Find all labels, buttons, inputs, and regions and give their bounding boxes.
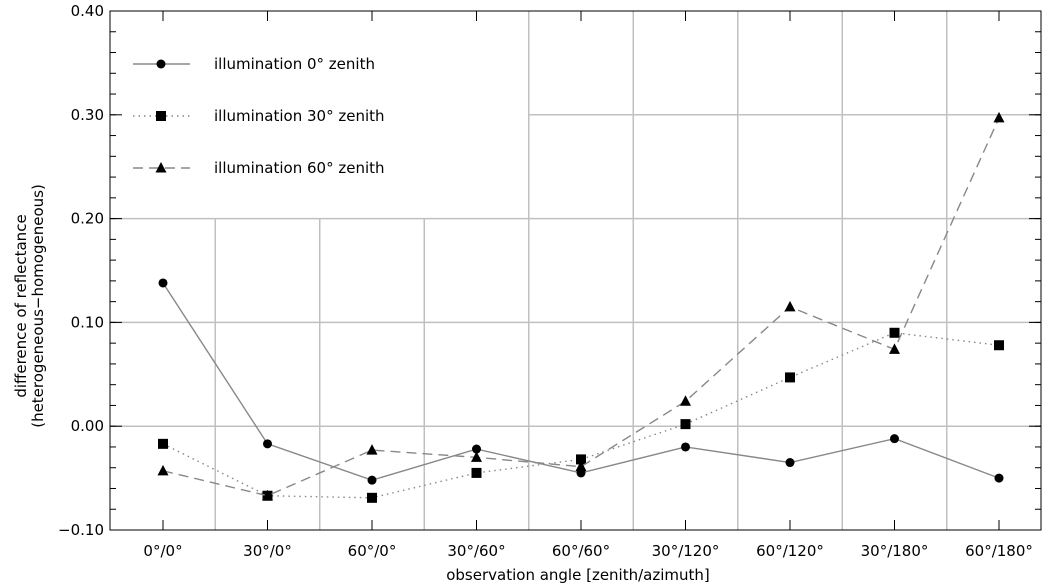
series-3 — [157, 111, 1005, 501]
data-point-square — [889, 327, 900, 338]
data-point-circle — [367, 475, 377, 485]
data-point-circle — [890, 434, 899, 444]
x-tick-label: 30°/180° — [861, 542, 929, 560]
y-tick-label: 0.10 — [71, 313, 104, 331]
y-tick-label: 0.30 — [71, 106, 104, 124]
data-point-circle — [785, 458, 795, 468]
legend-marker-square — [156, 111, 166, 121]
series-line — [162, 282, 1000, 481]
series-line — [162, 117, 1000, 497]
y-axis-title-line-1: difference of reflectance — [12, 214, 30, 397]
series-1 — [158, 278, 1004, 485]
y-tick-label: −0.10 — [58, 521, 104, 539]
data-point-triangle — [784, 300, 796, 312]
series-layer — [157, 111, 1005, 503]
data-point-square — [785, 372, 795, 383]
x-tick-label: 0°/0° — [143, 542, 182, 560]
legend-item-3: illumination 60° zenith — [133, 159, 385, 177]
x-tick-label: 30°/60° — [447, 542, 505, 560]
x-tick-label: 60°/120° — [756, 542, 824, 560]
data-point-circle — [158, 278, 168, 288]
grid — [110, 11, 1041, 530]
y-tick-label: 0.00 — [71, 417, 104, 435]
data-point-triangle — [993, 111, 1005, 123]
x-tick-label: 60°/180° — [965, 542, 1033, 560]
x-tick-label: 30°/120° — [652, 542, 720, 560]
plot-frame — [109, 10, 1042, 531]
x-axis-title: observation angle [zenith/azimuth] — [446, 566, 710, 584]
y-tick-label: 0.20 — [71, 210, 104, 228]
data-point-triangle — [262, 489, 273, 501]
legend-label: illumination 30° zenith — [214, 107, 385, 125]
legend-item-1: illumination 0° zenith — [133, 55, 375, 73]
y-axis-title-line-2: (heterogeneous−homogeneous) — [29, 184, 47, 428]
y-tick-label: 0.40 — [71, 2, 104, 20]
x-tick-label: 60°/60° — [552, 542, 610, 560]
data-point-circle — [472, 444, 481, 454]
data-point-circle — [263, 439, 272, 449]
data-point-triangle — [575, 460, 587, 472]
legend-item-2: illumination 30° zenith — [133, 107, 385, 125]
data-point-triangle — [889, 343, 900, 354]
data-point-triangle — [680, 395, 691, 406]
data-point-square — [367, 492, 377, 503]
data-point-triangle — [157, 464, 169, 476]
data-point-square — [680, 419, 691, 430]
data-point-square — [158, 438, 168, 449]
x-tick-label: 60°/0° — [348, 542, 397, 560]
data-point-square — [576, 454, 586, 465]
data-point-circle — [994, 473, 1004, 483]
y-axis-title: difference of reflectance (heterogeneous… — [12, 184, 47, 428]
data-point-circle — [681, 442, 690, 452]
legend-label: illumination 60° zenith — [214, 159, 385, 177]
data-point-square — [994, 340, 1004, 351]
legend-label: illumination 0° zenith — [214, 55, 375, 73]
data-point-square — [471, 467, 482, 478]
data-point-triangle — [471, 451, 482, 462]
legend-marker-triangle — [155, 162, 167, 173]
data-point-triangle — [366, 444, 378, 455]
legend-marker-circle — [156, 59, 166, 69]
x-tick-label: 30°/0° — [243, 542, 292, 560]
legend: illumination 0° zenith illumination 30° z… — [133, 55, 385, 177]
axes: −0.10 0.00 0.10 0.20 0.30 0.40 0°/0° 30°/0° 60°/… — [58, 2, 1042, 560]
